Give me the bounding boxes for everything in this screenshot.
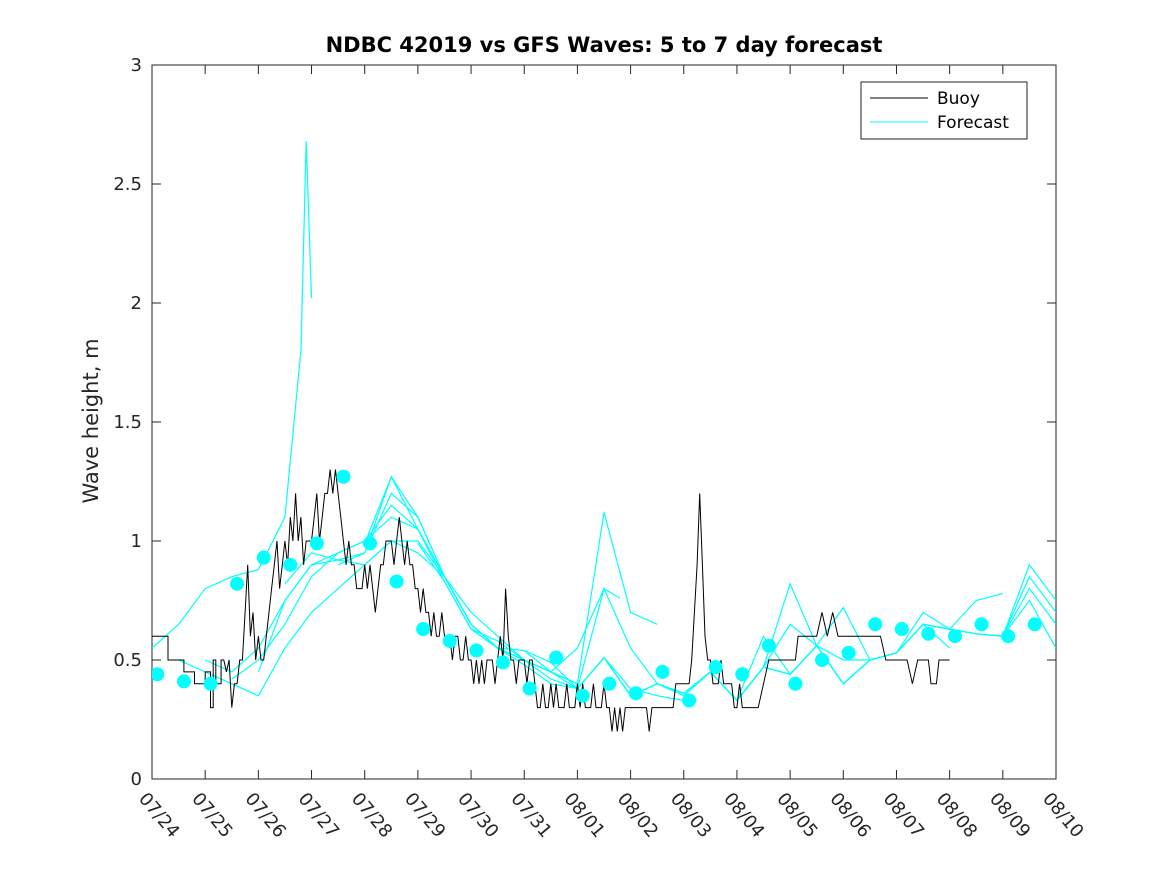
- forecast-point: [442, 633, 457, 648]
- x-tick-label: 08/07: [879, 789, 928, 842]
- forecast-point: [389, 574, 404, 589]
- y-tick-label: 1: [131, 531, 142, 552]
- y-tick-label: 2.5: [113, 174, 142, 195]
- forecast-point: [416, 622, 431, 637]
- forecast-point: [522, 681, 537, 696]
- x-tick-label: 07/24: [134, 789, 183, 842]
- forecast-point: [602, 676, 617, 691]
- legend-buoy-label: Buoy: [937, 89, 980, 109]
- forecast-point: [655, 664, 670, 679]
- forecast-point: [815, 653, 830, 667]
- forecast-point: [868, 617, 883, 632]
- forecast-point: [708, 660, 723, 675]
- y-tick-label: 3: [131, 55, 142, 76]
- forecast-point: [761, 638, 776, 653]
- x-tick-label: 08/01: [560, 789, 609, 842]
- forecast-point: [230, 576, 245, 591]
- forecast-line-0: [152, 141, 313, 649]
- legend-forecast-label: Forecast: [937, 113, 1009, 133]
- forecast-point: [628, 686, 643, 701]
- forecast-point: [735, 667, 750, 682]
- forecast-point: [1001, 629, 1016, 644]
- forecast-point: [921, 626, 936, 641]
- y-axis-label: Wave height, m: [79, 338, 103, 503]
- forecast-point: [682, 693, 697, 708]
- forecast-line-17: [896, 599, 1056, 654]
- forecast-point: [575, 688, 590, 703]
- x-tick-label: 08/05: [772, 789, 821, 842]
- y-tick-label: 0: [131, 769, 142, 790]
- x-tick-label: 07/31: [506, 789, 555, 842]
- legend-box: [860, 81, 1028, 140]
- forecast-line-3: [231, 504, 552, 680]
- forecast-point: [309, 536, 324, 551]
- forecast-point: [841, 645, 856, 660]
- forecast-point: [788, 676, 803, 691]
- chart-title: NDBC 42019 vs GFS Waves: 5 to 7 day fore…: [326, 33, 883, 57]
- x-tick-label: 07/28: [347, 789, 396, 842]
- legend: Buoy Forecast: [860, 81, 1028, 140]
- plot-area: [151, 64, 1057, 780]
- forecast-point: [1027, 617, 1042, 632]
- forecast-point: [947, 629, 962, 644]
- forecast-point: [203, 676, 218, 691]
- x-tick-label: 07/27: [294, 789, 343, 842]
- y-tick-label: 1.5: [113, 412, 142, 433]
- forecast-point: [152, 667, 165, 682]
- x-tick-label: 07/25: [187, 789, 236, 842]
- x-tick-label: 08/10: [1038, 789, 1087, 842]
- y-tick-label: 2: [131, 293, 142, 314]
- x-tick-label: 07/26: [241, 789, 290, 842]
- forecast-point: [336, 469, 351, 484]
- x-tick-label: 08/08: [932, 789, 981, 842]
- x-tick-label: 08/06: [825, 789, 874, 842]
- y-tick-label: 0.5: [113, 650, 142, 671]
- forecast-point: [894, 622, 909, 637]
- forecast-point: [469, 643, 484, 658]
- forecast-point: [256, 550, 271, 565]
- forecast-point: [363, 536, 378, 551]
- x-tick-label: 08/03: [666, 789, 715, 842]
- forecast-point: [495, 655, 510, 670]
- x-tick-label: 08/02: [613, 789, 662, 842]
- forecast-point: [974, 617, 989, 632]
- plot-frame: [151, 64, 1057, 780]
- forecast-point: [549, 650, 564, 665]
- series-layer: [152, 141, 1056, 732]
- x-tick-label: 07/29: [400, 789, 449, 842]
- x-tick-label: 08/09: [985, 789, 1034, 842]
- forecast-point: [283, 557, 298, 572]
- x-tick-label: 08/04: [719, 789, 768, 842]
- x-tick-label: 07/30: [453, 789, 502, 842]
- forecast-point: [176, 674, 191, 689]
